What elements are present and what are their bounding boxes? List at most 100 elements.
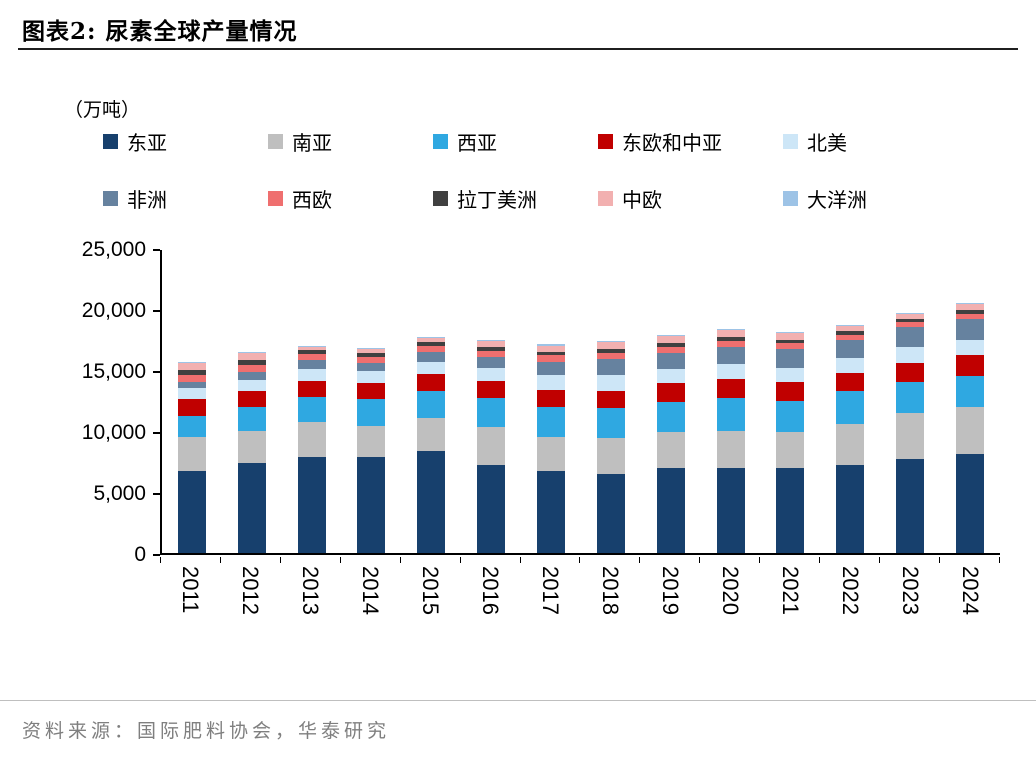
bar-segment-2021-拉丁美洲 xyxy=(776,339,805,344)
bar-segment-2014-东亚 xyxy=(357,456,386,553)
legend-label: 东亚 xyxy=(127,131,167,155)
bar-2014 xyxy=(357,348,386,553)
bar-segment-2017-北美 xyxy=(536,374,565,390)
x-tick-label-text: 2018 xyxy=(598,566,623,615)
bar-2024 xyxy=(955,302,984,553)
bar-segment-2018-南亚 xyxy=(596,438,625,474)
x-tick-mark xyxy=(760,557,821,563)
x-tick-label-2017: 2017 xyxy=(520,566,580,648)
y-tick-mark xyxy=(153,310,160,312)
bar-segment-2017-拉丁美洲 xyxy=(536,351,565,356)
bar-segment-2013-大洋洲 xyxy=(297,345,326,347)
y-tick-label-15000: 15,000 xyxy=(81,360,146,383)
x-tick-label-text: 2011 xyxy=(178,566,203,614)
bar-segment-2011-非洲 xyxy=(177,382,206,389)
bar-segment-2011-东亚 xyxy=(177,471,206,553)
bar-segment-2022-拉丁美洲 xyxy=(836,331,865,335)
x-tick-label-text: 2016 xyxy=(478,566,503,615)
legend-swatch-icon xyxy=(433,134,448,149)
bar-segment-2020-西亚 xyxy=(716,398,745,432)
bar-segment-2013-西欧 xyxy=(297,354,326,361)
x-tick-label-text: 2021 xyxy=(778,566,803,615)
bar-segment-2022-大洋洲 xyxy=(836,324,865,327)
legend-label: 西亚 xyxy=(457,131,497,155)
y-axis-unit-label: （万吨） xyxy=(64,99,141,121)
bar-segment-2014-西欧 xyxy=(357,356,386,363)
legend-item-西亚: 西亚 xyxy=(433,127,598,156)
bar-segment-2016-大洋洲 xyxy=(477,339,506,341)
bar-segment-2019-西亚 xyxy=(656,401,685,433)
x-tick-label-2012: 2012 xyxy=(220,566,280,648)
bar-segment-2013-拉丁美洲 xyxy=(297,350,326,355)
legend-swatch-icon xyxy=(433,191,448,206)
bar-segment-2015-东欧和中亚 xyxy=(417,373,446,391)
bar-segment-2019-东亚 xyxy=(656,467,685,553)
x-tick-mark xyxy=(221,557,281,563)
bar-segment-2018-北美 xyxy=(596,374,625,391)
bar-segment-2017-西欧 xyxy=(536,355,565,362)
x-tick-label-text: 2014 xyxy=(358,566,383,615)
y-tick-mark xyxy=(153,249,160,251)
bar-segment-2023-北美 xyxy=(896,346,925,363)
x-tick-label-text: 2013 xyxy=(298,566,323,615)
bar-segment-2023-南亚 xyxy=(896,412,925,460)
bar-segment-2012-西欧 xyxy=(237,365,266,373)
bar-segment-2012-大洋洲 xyxy=(237,351,266,353)
bar-segment-2014-大洋洲 xyxy=(357,348,386,350)
bar-segment-2021-东亚 xyxy=(776,467,805,553)
bar-2019 xyxy=(656,334,685,553)
bar-segment-2022-北美 xyxy=(836,357,865,373)
legend-label: 非洲 xyxy=(127,188,167,212)
bar-2011 xyxy=(177,361,206,553)
x-tick-mark xyxy=(341,557,401,563)
x-tick-label-text: 2015 xyxy=(418,566,443,615)
legend-swatch-icon xyxy=(268,191,283,206)
x-tick-mark xyxy=(461,557,521,563)
bar-segment-2015-西欧 xyxy=(417,345,446,352)
bar-segment-2024-中欧 xyxy=(955,304,984,311)
legend-item-中欧: 中欧 xyxy=(598,184,783,213)
bar-2013 xyxy=(297,345,326,553)
bar-segment-2015-东亚 xyxy=(417,450,446,553)
bar-segment-2018-东亚 xyxy=(596,473,625,553)
bar-segment-2014-非洲 xyxy=(357,362,386,372)
bar-segment-2018-拉丁美洲 xyxy=(596,349,625,353)
bar-segment-2024-东欧和中亚 xyxy=(955,355,984,377)
bar-segment-2015-南亚 xyxy=(417,417,446,451)
x-tick-label-2021: 2021 xyxy=(760,566,820,648)
bar-segment-2011-拉丁美洲 xyxy=(177,370,206,375)
x-tick-label-text: 2023 xyxy=(898,566,923,615)
y-tick-mark xyxy=(153,432,160,434)
bar-segment-2021-南亚 xyxy=(776,432,805,468)
legend-label: 西欧 xyxy=(292,188,332,212)
bar-segment-2016-南亚 xyxy=(477,427,506,466)
bar-segment-2024-东亚 xyxy=(955,454,984,553)
bar-segment-2013-东欧和中亚 xyxy=(297,380,326,397)
x-tick-label-2022: 2022 xyxy=(820,566,880,648)
x-tick-label-2015: 2015 xyxy=(400,566,460,648)
y-tick-label-0: 0 xyxy=(134,543,146,566)
bar-segment-2023-拉丁美洲 xyxy=(896,318,925,323)
x-tick-mark xyxy=(640,557,701,563)
bar-segment-2019-非洲 xyxy=(656,352,685,369)
x-tick-mark xyxy=(521,557,581,563)
y-tick-mark xyxy=(153,371,160,373)
x-tick-label-text: 2020 xyxy=(718,566,743,615)
bar-segment-2019-拉丁美洲 xyxy=(656,343,685,347)
bar-segment-2024-北美 xyxy=(955,339,984,356)
bar-segment-2020-南亚 xyxy=(716,431,745,468)
legend-label: 拉丁美洲 xyxy=(457,188,537,212)
legend-label: 南亚 xyxy=(292,131,332,155)
bar-segment-2021-东欧和中亚 xyxy=(776,382,805,401)
bar-segment-2012-拉丁美洲 xyxy=(237,360,266,366)
bar-segment-2011-南亚 xyxy=(177,437,206,472)
legend-swatch-icon xyxy=(268,134,283,149)
bar-segment-2024-非洲 xyxy=(955,318,984,340)
bar-segment-2020-大洋洲 xyxy=(716,328,745,330)
bar-2015 xyxy=(417,337,446,553)
bar-segment-2017-大洋洲 xyxy=(536,344,565,346)
bar-segment-2014-南亚 xyxy=(357,426,386,457)
legend-label: 大洋洲 xyxy=(807,188,867,212)
x-axis-labels: 2011 2012 2013 2014 2015 2016 2017 2018 2019 2020… xyxy=(160,566,1000,648)
bar-segment-2014-东欧和中亚 xyxy=(357,383,386,400)
